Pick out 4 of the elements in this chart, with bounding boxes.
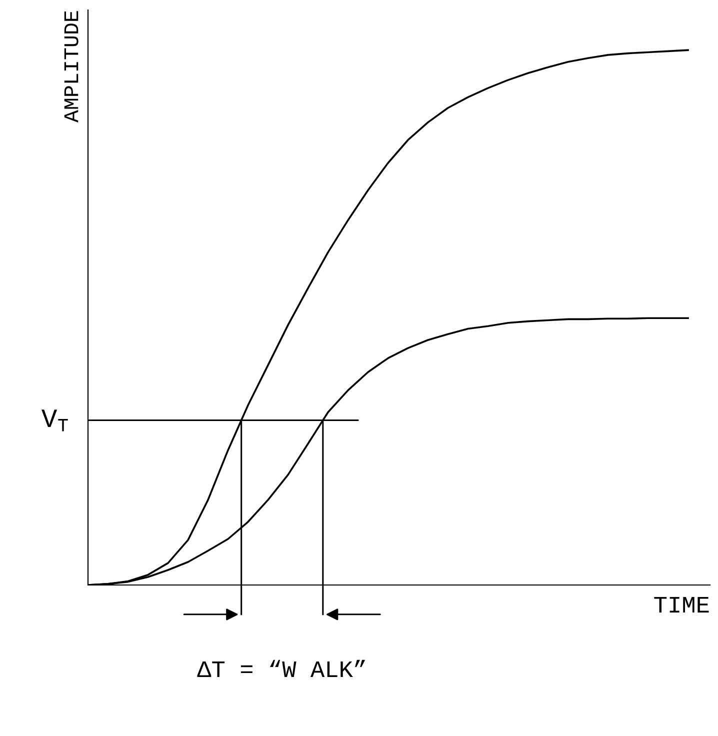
y-axis-title: AMPLITUDE <box>64 11 78 123</box>
x-axis-title: TIME <box>654 596 709 613</box>
text: ΔT = “W ALK” <box>197 660 366 677</box>
ref-line-label: V$_{T}$ <box>41 410 68 432</box>
